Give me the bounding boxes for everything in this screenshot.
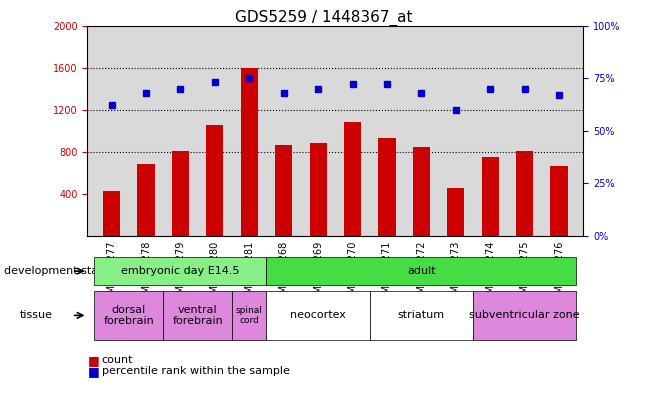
- Bar: [481, 157, 499, 236]
- Bar: [344, 122, 361, 236]
- Text: striatum: striatum: [398, 310, 445, 320]
- Bar: [413, 147, 430, 236]
- Text: spinal
cord: spinal cord: [236, 306, 262, 325]
- Text: development stage: development stage: [5, 266, 113, 276]
- Text: ventral
forebrain: ventral forebrain: [172, 305, 223, 326]
- Text: embryonic day E14.5: embryonic day E14.5: [121, 266, 240, 276]
- Bar: [516, 151, 533, 236]
- Text: dorsal
forebrain: dorsal forebrain: [104, 305, 154, 326]
- Bar: [103, 191, 120, 236]
- Text: subventricular zone: subventricular zone: [469, 310, 580, 320]
- Bar: [275, 145, 292, 236]
- Bar: [240, 68, 258, 236]
- Bar: [551, 166, 568, 236]
- Bar: [310, 143, 327, 236]
- Text: adult: adult: [407, 266, 435, 276]
- Bar: [206, 125, 224, 236]
- Bar: [172, 151, 189, 236]
- Text: percentile rank within the sample: percentile rank within the sample: [102, 366, 290, 376]
- Text: ■: ■: [87, 354, 99, 367]
- Text: neocortex: neocortex: [290, 310, 346, 320]
- Text: GDS5259 / 1448367_at: GDS5259 / 1448367_at: [235, 10, 413, 26]
- Text: count: count: [102, 355, 133, 365]
- Text: ■: ■: [87, 365, 99, 378]
- Bar: [378, 138, 395, 236]
- Bar: [137, 164, 155, 236]
- Text: tissue: tissue: [19, 310, 52, 320]
- Bar: [447, 189, 465, 236]
